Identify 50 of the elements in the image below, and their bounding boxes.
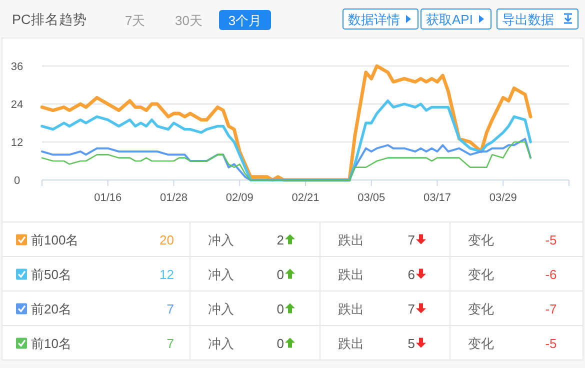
text: -6 [545,266,557,282]
text: -5 [545,336,557,351]
text: 冲入 [208,232,234,248]
text: 20 [160,232,174,248]
y-tick-label: 36 [10,61,24,73]
text: 跌出 [338,232,364,248]
text: 数据详情 [348,12,400,27]
x-tick-label: 03/17 [423,192,452,204]
text: 2 [276,232,284,248]
legend-label: 前100名 [31,232,79,248]
text: 导出数据 [502,12,554,27]
x-tick-label: 02/21 [292,192,320,204]
text: 冲入 [208,336,234,351]
text: 7 [166,336,174,351]
x-tick-label: 01/28 [160,192,188,204]
x-tick-label: 03/05 [358,192,386,204]
x-tick-label: 03/29 [489,192,517,204]
text: 12 [160,266,174,282]
text: -5 [545,232,557,248]
text: 7 [408,232,415,248]
text: 7天 [125,13,146,28]
y-tick-label: 24 [10,99,24,111]
text: 7 [166,301,174,316]
text: -7 [545,301,557,316]
text: 冲入 [208,301,234,316]
text: 7 [408,301,415,316]
text: 0 [276,336,284,351]
text: 跌出 [338,266,364,282]
text: 变化 [468,336,494,351]
text: 变化 [468,266,494,282]
text: 3个月 [228,13,262,28]
text: 6 [408,266,415,282]
legend-label: 前50名 [31,266,72,282]
text: 30天 [175,13,202,28]
text: 跌出 [338,336,364,351]
text: 获取API [426,12,473,27]
text: 变化 [468,301,494,316]
text: 0 [276,301,284,316]
text: 冲入 [208,266,234,282]
legend-label: 前10名 [31,336,72,351]
text: 跌出 [338,301,364,316]
y-tick-label: 12 [10,137,24,149]
legend-label: 前20名 [31,301,72,316]
text: 5 [408,336,415,351]
x-tick-label: 02/09 [226,192,254,204]
y-tick-label: 0 [14,175,20,187]
chart-title: PC排名趋势 [12,12,87,27]
text: 0 [276,266,284,282]
x-tick-label: 01/16 [94,192,122,204]
text: 变化 [468,232,494,248]
